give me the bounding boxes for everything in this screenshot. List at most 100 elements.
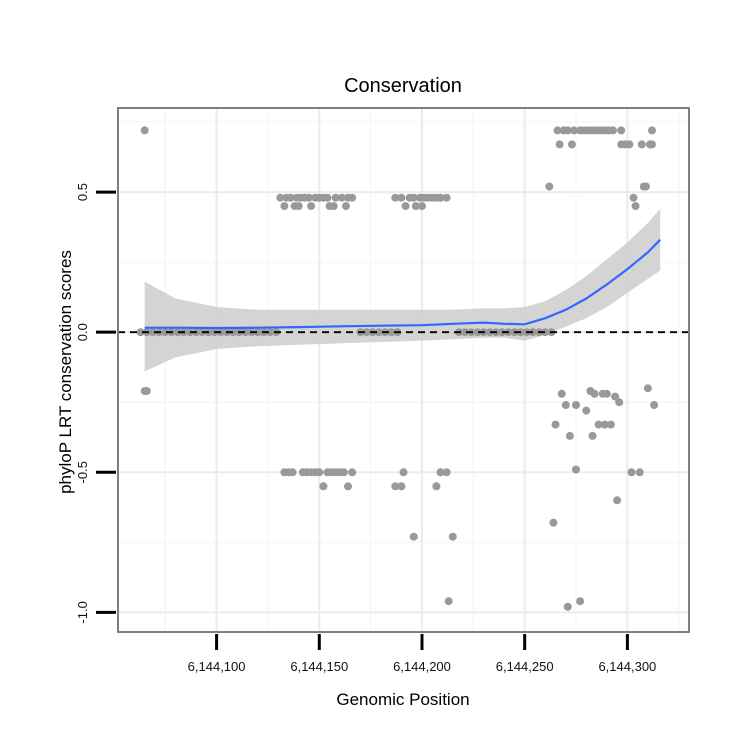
data-point [362, 328, 371, 337]
data-point [401, 202, 410, 211]
data-point [142, 387, 151, 395]
data-point [399, 468, 408, 477]
data-point [307, 202, 316, 211]
data-point [643, 384, 652, 393]
x-tick-label: 6,144,250 [496, 659, 554, 674]
data-point [409, 532, 418, 541]
data-point [588, 431, 597, 440]
y-axis-title: phyloP LRT conservation scores [56, 250, 75, 494]
data-point [553, 126, 562, 135]
data-point [348, 193, 357, 202]
data-point [541, 328, 550, 337]
data-point [387, 328, 396, 337]
data-point [572, 465, 580, 474]
data-point [397, 482, 406, 491]
data-point [339, 468, 348, 477]
data-point [409, 193, 418, 202]
data-point [442, 468, 451, 477]
data-point [241, 328, 250, 337]
plot-frame [117, 107, 690, 633]
data-point [602, 389, 611, 398]
data-point [629, 193, 638, 202]
data-point [606, 420, 615, 429]
data-point [436, 193, 445, 202]
data-point [565, 431, 574, 440]
data-point [635, 468, 644, 477]
data-point [337, 193, 346, 202]
data-point [315, 468, 324, 477]
data-point [374, 328, 383, 337]
data-point [148, 328, 157, 337]
plot-panel [118, 108, 689, 632]
data-point [344, 482, 352, 491]
data-point [185, 328, 194, 337]
data-point [561, 401, 570, 409]
data-point [436, 468, 445, 477]
data-point [582, 406, 591, 415]
data-point [161, 328, 170, 337]
data-point [288, 468, 297, 477]
data-point [570, 126, 578, 135]
data-point [286, 193, 295, 202]
data-point [637, 140, 646, 149]
x-tick-label: 6,144,100 [188, 659, 246, 674]
data-point [444, 597, 453, 606]
data-point [648, 126, 656, 135]
data-point [391, 482, 400, 491]
data-point [576, 597, 585, 606]
data-point [294, 202, 303, 211]
data-point [342, 202, 350, 211]
data-point [594, 420, 603, 429]
data-points [136, 126, 659, 611]
x-axis-title: Genomic Position [336, 690, 469, 709]
data-point [348, 468, 357, 477]
data-point [627, 468, 636, 477]
data-point [650, 401, 659, 409]
data-point [563, 602, 572, 611]
data-point [545, 182, 554, 191]
y-tick-label: -0.5 [75, 461, 90, 483]
data-point [173, 328, 182, 337]
smooth-curve [144, 238, 661, 330]
x-axis: 6,144,100 6,144,150 6,144,200 6,144,250 6,14… [188, 634, 656, 674]
x-tick-label: 6,144,150 [290, 659, 348, 674]
data-point [432, 482, 441, 491]
y-tick-label: 0.5 [75, 183, 90, 201]
y-axis: -1.0 -0.5 0.0 0.5 [75, 183, 116, 624]
data-point [461, 328, 470, 337]
chart-title: Conservation [344, 75, 462, 97]
data-point [397, 193, 406, 202]
data-point [549, 518, 558, 527]
data-point [611, 392, 620, 401]
data-point [557, 389, 566, 398]
y-tick-label: 0.0 [75, 323, 90, 341]
data-point [331, 193, 340, 202]
data-point [617, 126, 626, 135]
data-point [276, 193, 285, 202]
data-point [418, 202, 426, 211]
data-point [572, 401, 580, 409]
data-point [648, 140, 656, 149]
data-point [448, 532, 457, 541]
data-point [613, 496, 622, 505]
data-point [615, 398, 624, 407]
data-point [473, 328, 482, 337]
data-point [140, 126, 149, 135]
data-point [411, 202, 420, 211]
data-point [600, 420, 609, 429]
x-tick-label: 6,144,300 [598, 659, 656, 674]
smooth-line [144, 238, 661, 330]
data-point [319, 482, 328, 491]
data-point [555, 140, 564, 149]
data-point [485, 328, 494, 337]
data-point [253, 328, 262, 337]
data-point [625, 140, 634, 149]
x-tick-label: 6,144,200 [393, 659, 451, 674]
data-point [280, 202, 289, 211]
data-point [391, 193, 400, 202]
data-point [329, 202, 338, 211]
data-point [590, 389, 599, 398]
data-point [136, 328, 145, 337]
data-point [442, 193, 451, 202]
